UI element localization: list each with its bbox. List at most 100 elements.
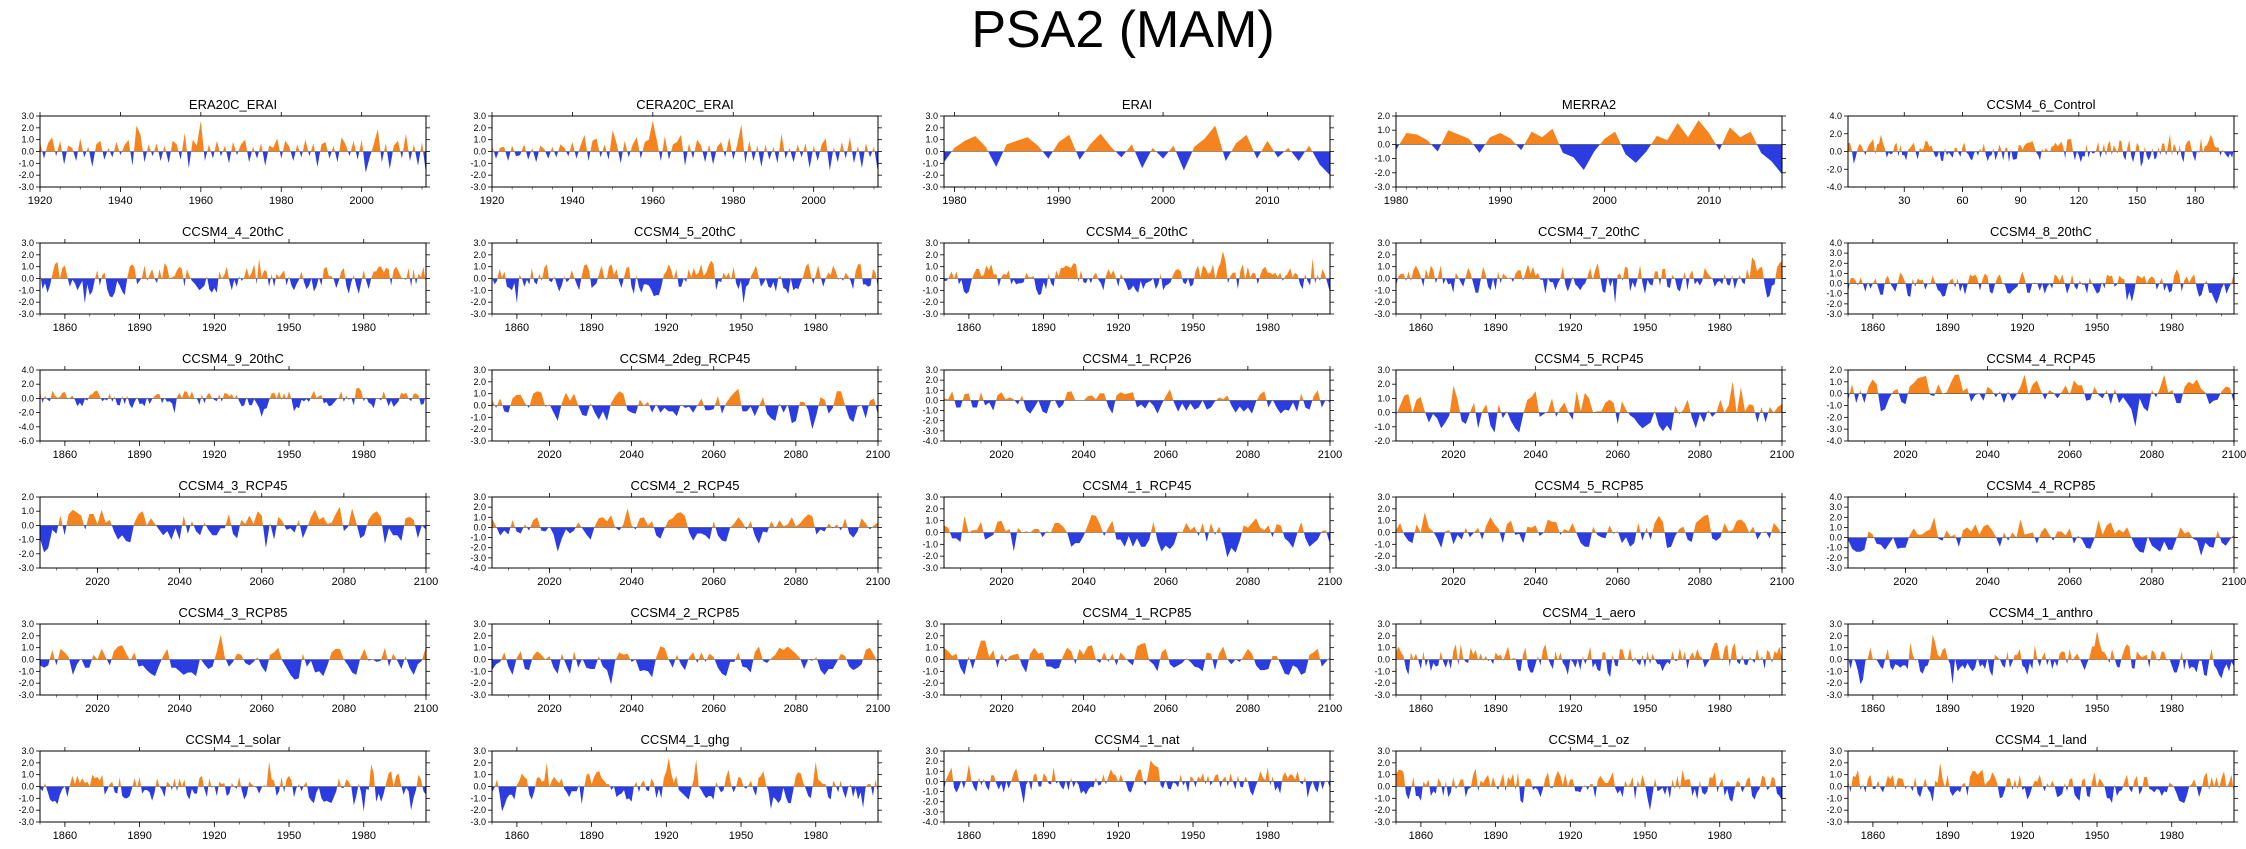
panel-CCSM4_3_RCP85: CCSM4_3_RCP85 3.0 2.0 1.0 0.0-1.0 -2.0 -3.0 202… [18, 605, 438, 715]
x-tick-label: 1950 [1181, 322, 1205, 334]
x-tick-label: 1890 [127, 830, 151, 842]
y-tick-label: 1.0 [925, 135, 938, 145]
positive-area [944, 125, 1330, 152]
x-tick-label: 1980 [942, 195, 966, 207]
x-tick-label: 2020 [537, 449, 561, 461]
x-tick-label: 1920 [1558, 322, 1582, 334]
x-tick-label: 2060 [702, 576, 726, 588]
x-tick-label: 1980 [1384, 195, 1408, 207]
negative-area [944, 278, 1330, 296]
y-tick-label: -2.0 [18, 805, 34, 815]
panel-CCSM4_1_RCP26: CCSM4_1_RCP26 3.02.01.00.0-1.0-2.0-3.0-4.… [922, 351, 1342, 461]
x-tick-label: 2080 [784, 449, 808, 461]
x-tick-label: 2060 [1606, 449, 1630, 461]
positive-area [492, 758, 878, 787]
x-tick-label: 2060 [1606, 576, 1630, 588]
x-tick-label: 1980 [2159, 322, 2183, 334]
y-tick-label: -2.0 [922, 170, 938, 180]
x-tick-label: 1950 [277, 830, 301, 842]
panel-title: CCSM4_4_20thC [182, 224, 284, 239]
x-tick-label: 1980 [2159, 830, 2183, 842]
y-tick-label: -1.0 [1374, 539, 1390, 549]
y-tick-label: -4.0 [1826, 182, 1842, 192]
x-tick-label: 90 [2015, 195, 2027, 207]
y-tick-label: 0.0 [21, 655, 34, 665]
y-tick-label: 3.0 [473, 238, 486, 248]
y-tick-label: -3.0 [922, 309, 938, 319]
y-tick-label: 3.0 [1377, 619, 1390, 629]
x-tick-label: 2020 [1441, 449, 1465, 461]
panel-title: CCSM4_1_oz [1549, 732, 1630, 747]
x-tick-label: 1860 [1861, 703, 1885, 715]
x-tick-label: 2100 [414, 703, 438, 715]
y-tick-label: 4.0 [21, 365, 34, 375]
x-tick-label: 180 [2186, 195, 2204, 207]
y-tick-label: -3.0 [922, 690, 938, 700]
x-tick-label: 2100 [1318, 703, 1342, 715]
x-tick-label: 1890 [1935, 830, 1959, 842]
x-tick-label: 2020 [1893, 576, 1917, 588]
positive-area [492, 260, 878, 279]
y-tick-label: 1.0 [1377, 643, 1390, 653]
panel-title: CCSM4_1_RCP85 [1082, 605, 1191, 620]
negative-area [1848, 393, 2234, 427]
y-tick-label: -2.0 [922, 416, 938, 426]
y-tick-label: 3.0 [925, 238, 938, 248]
y-tick-label: -1.0 [922, 666, 938, 676]
x-tick-label: 2080 [1236, 449, 1260, 461]
positive-area [1396, 642, 1782, 660]
y-tick-label: 3.0 [1377, 492, 1390, 502]
y-tick-label: 3.0 [1829, 502, 1842, 512]
positive-area [1848, 762, 2234, 787]
positive-area [1396, 257, 1782, 279]
plot-frame [1395, 369, 1783, 442]
x-tick-label: 1920 [480, 195, 504, 207]
x-tick-label: 2040 [1523, 449, 1547, 461]
y-tick-label: 2.0 [21, 123, 34, 133]
y-tick-label: 3.0 [1377, 746, 1390, 756]
x-tick-label: 1980 [1255, 830, 1279, 842]
y-tick-label: 0.0 [925, 528, 938, 538]
panel-title: ERAI [1122, 97, 1152, 112]
positive-area [1849, 374, 2232, 394]
panel-CCSM4_1_aero: CCSM4_1_aero 3.0 2.0 1.0 0.0-1.0 -2.0 -3.0 1860… [1374, 605, 1786, 715]
x-tick-label: 1950 [729, 830, 753, 842]
negative-area [1848, 659, 2234, 685]
panel-title: CCSM4_1_anthro [1989, 605, 2093, 620]
y-tick-label: 3.0 [473, 619, 486, 629]
y-tick-label: 3.0 [473, 365, 486, 375]
panel-title: CCSM4_4_RCP45 [1986, 351, 2095, 366]
y-tick-label: -2.0 [470, 170, 486, 180]
negative-area [492, 278, 878, 304]
x-tick-label: 2060 [250, 576, 274, 588]
negative-area [1396, 532, 1782, 548]
y-tick-label: -1.0 [1374, 285, 1390, 295]
negative-area [40, 525, 426, 553]
y-tick-label: 2.0 [925, 250, 938, 260]
x-tick-label: 1890 [1483, 703, 1507, 715]
y-tick-label: 1.0 [1829, 377, 1842, 387]
y-tick-label: 0.0 [473, 401, 486, 411]
x-tick-label: 1960 [189, 195, 213, 207]
x-tick-label: 2040 [1071, 703, 1095, 715]
panel-CCSM4_8_20thC: CCSM4_8_20thC 4.03.02.01.00.0-1.0-2.0-3.0… [1826, 224, 2238, 334]
x-tick-label: 2100 [866, 703, 890, 715]
y-tick-label: 1.0 [21, 506, 34, 516]
y-tick-label: 1.0 [1377, 262, 1390, 272]
x-tick-label: 1990 [1488, 195, 1512, 207]
y-tick-label: 0.0 [1377, 655, 1390, 665]
y-tick-label: -3.0 [470, 309, 486, 319]
x-tick-label: 2100 [1318, 576, 1342, 588]
x-tick-label: 1950 [2085, 830, 2109, 842]
x-tick-label: 1920 [202, 449, 226, 461]
y-tick-label: -2.0 [1826, 553, 1842, 563]
x-tick-label: 2040 [1071, 576, 1095, 588]
y-tick-label: 1.0 [1377, 393, 1390, 403]
x-tick-label: 1890 [579, 322, 603, 334]
x-tick-label: 150 [2128, 195, 2146, 207]
panel-CCSM4_2_RCP45: CCSM4_2_RCP45 3.02.01.00.0-1.0-2.0-3.0-4.… [470, 478, 890, 588]
negative-area [1848, 151, 2234, 167]
panel-title: CCSM4_5_20thC [634, 224, 736, 239]
panel-CCSM4_2_RCP85: CCSM4_2_RCP85 3.0 2.0 1.0 0.0-1.0 -2.0 -3.0 202… [470, 605, 890, 715]
x-tick-label: 2020 [85, 703, 109, 715]
